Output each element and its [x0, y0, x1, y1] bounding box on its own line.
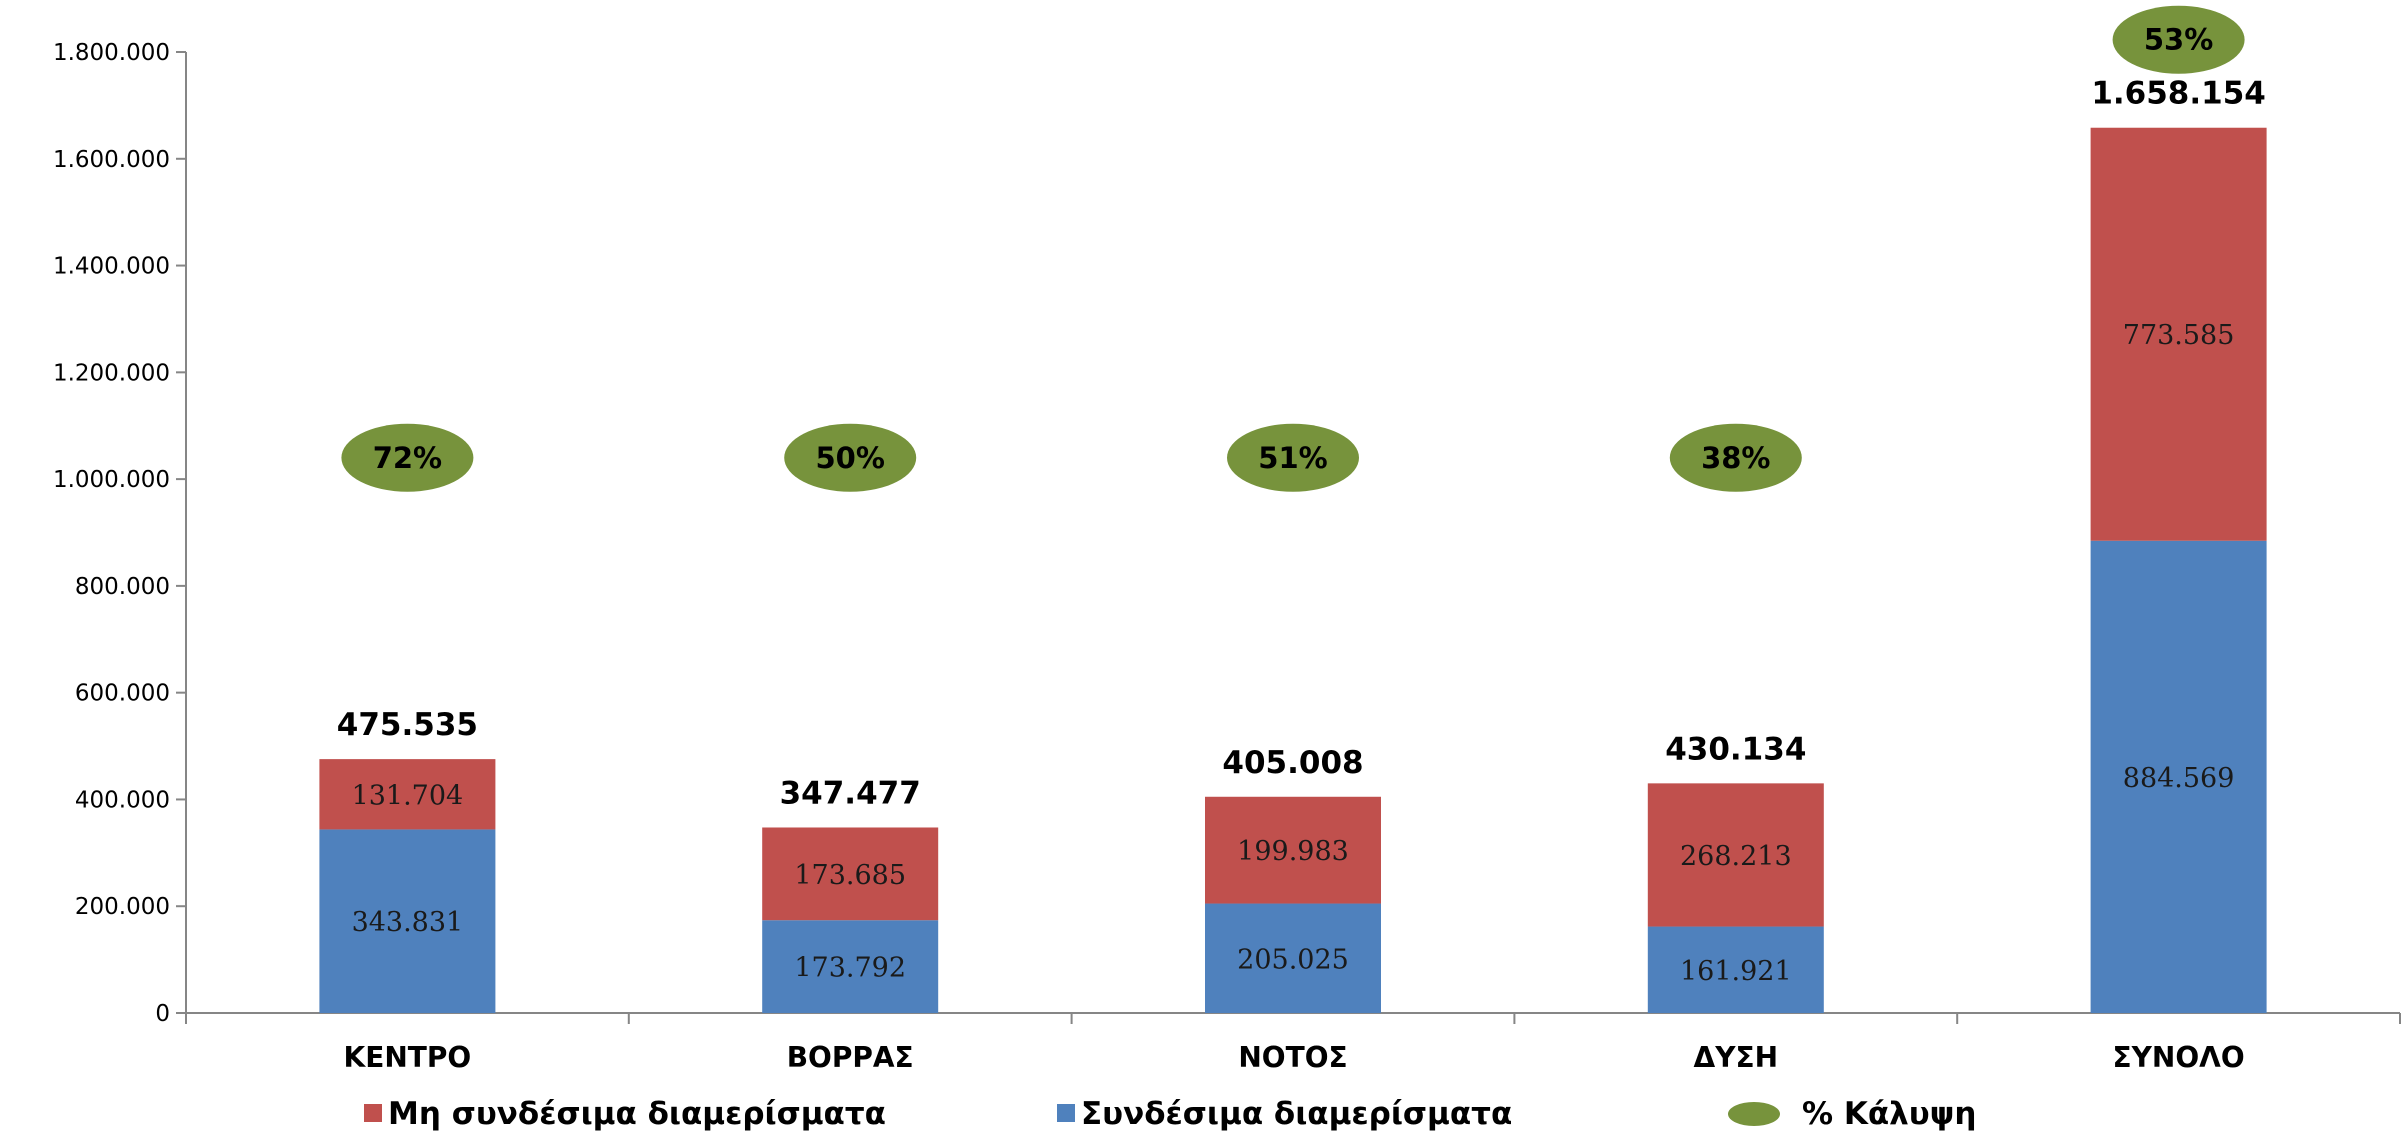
- bars: [319, 127, 2267, 1013]
- bar-total-label: 430.134: [1665, 731, 1806, 767]
- bar-total-label: 1.658.154: [2091, 76, 2266, 112]
- coverage-marker: [2112, 5, 2245, 74]
- segment-value-label: 161.921: [1680, 956, 1792, 987]
- x-axis: ΚΕΝΤΡΟ ΒΟΡΡΑΣ ΝΟΤΟΣ ΔΥΣΗ ΣΥΝΟΛΟ: [185, 1012, 2401, 1074]
- legend-label: % Κάλυψη: [1802, 1096, 1976, 1132]
- bar-segment-connectable: [1205, 903, 1381, 1013]
- y-tick-label: 800.000: [75, 574, 170, 600]
- y-axis: 0 200.000 400.000 600.000 800.000 1.000.000 1.…: [53, 40, 187, 1027]
- bar-labels: 343.831 131.704 475.535 173.792 173.685 347.4…: [337, 76, 2266, 987]
- y-tick-label: 1.200.000: [53, 360, 170, 386]
- bar-segment-non-connectable: [2090, 127, 2267, 541]
- bar-segment-non-connectable: [319, 759, 496, 830]
- bar-total-label: 347.477: [780, 775, 921, 811]
- segment-value-label: 205.025: [1237, 944, 1349, 975]
- coverage-marker: [341, 423, 474, 492]
- y-tick-label: 1.800.000: [53, 40, 170, 66]
- bar-total-label: 405.008: [1222, 745, 1363, 781]
- bar-segment-connectable: [762, 920, 939, 1013]
- legend: Μη συνδέσιμα διαμερίσματα Συνδέσιμα διαμε…: [364, 1096, 1976, 1132]
- segment-value-label: 268.213: [1680, 841, 1792, 872]
- y-tick-label: 1.000.000: [53, 467, 170, 493]
- x-category-label: ΣΥΝΟΛΟ: [2113, 1041, 2245, 1074]
- x-category-label: ΝΟΤΟΣ: [1238, 1041, 1347, 1074]
- y-tick-label: 1.600.000: [53, 147, 170, 173]
- legend-label: Μη συνδέσιμα διαμερίσματα: [388, 1096, 886, 1132]
- legend-label: Συνδέσιμα διαμερίσματα: [1081, 1096, 1512, 1132]
- bar-total-label: 475.535: [337, 707, 478, 743]
- y-tick-label: 0: [155, 1001, 170, 1027]
- segment-value-label: 173.792: [794, 953, 906, 984]
- y-tick-label: 400.000: [75, 787, 170, 813]
- bar-segment-non-connectable: [1205, 796, 1381, 904]
- coverage-marker: [1227, 423, 1359, 492]
- coverage-marker: [1669, 423, 1802, 492]
- bar-segment-connectable: [319, 829, 496, 1013]
- legend-marker-coverage: [1728, 1102, 1780, 1126]
- y-tick-label: 600.000: [75, 681, 170, 707]
- segment-value-label: 884.569: [2123, 763, 2235, 794]
- segment-value-label: 173.685: [794, 860, 906, 891]
- x-category-label: ΚΕΝΤΡΟ: [344, 1041, 472, 1074]
- segment-value-label: 343.831: [352, 907, 464, 938]
- segment-value-label: 131.704: [352, 780, 464, 811]
- legend-marker-connectable: [1057, 1104, 1075, 1122]
- coverage-value-label: 50%: [815, 441, 884, 475]
- coverage-markers: 72% 50% 51% 38% 53%: [341, 5, 2245, 492]
- y-tick-label: 1.400.000: [53, 254, 170, 280]
- bar-segment-connectable: [1647, 926, 1824, 1013]
- bar-segment-non-connectable: [762, 827, 939, 921]
- coverage-value-label: 53%: [2144, 23, 2213, 57]
- segment-value-label: 199.983: [1237, 836, 1349, 867]
- legend-marker-non-connectable: [364, 1104, 382, 1122]
- bar-segment-connectable: [2090, 540, 2267, 1013]
- x-category-label: ΒΟΡΡΑΣ: [787, 1041, 914, 1074]
- x-category-label: ΔΥΣΗ: [1694, 1041, 1779, 1074]
- y-tick-label: 200.000: [75, 894, 170, 920]
- coverage-value-label: 72%: [373, 441, 442, 475]
- segment-value-label: 773.585: [2123, 320, 2235, 351]
- bar-segment-non-connectable: [1647, 783, 1824, 927]
- coverage-marker: [784, 423, 917, 492]
- coverage-value-label: 51%: [1258, 441, 1327, 475]
- coverage-value-label: 38%: [1701, 441, 1770, 475]
